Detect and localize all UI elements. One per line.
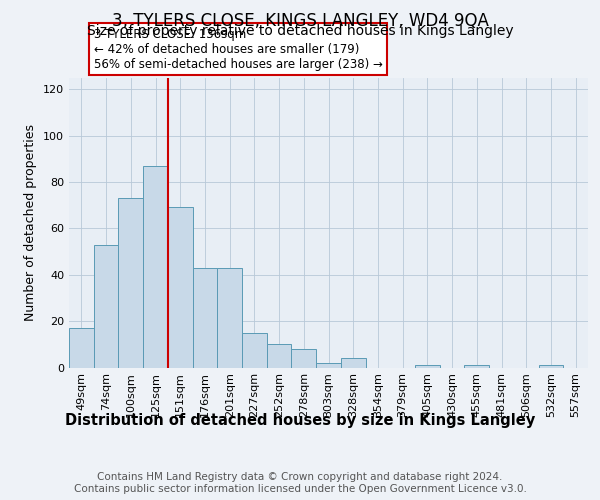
Bar [69,328,94,368]
Bar [341,358,365,368]
Bar [193,268,217,368]
Text: 3, TYLERS CLOSE, KINGS LANGLEY, WD4 9QA: 3, TYLERS CLOSE, KINGS LANGLEY, WD4 9QA [112,12,488,30]
Y-axis label: Number of detached properties: Number of detached properties [25,124,37,321]
Text: Size of property relative to detached houses in Kings Langley: Size of property relative to detached ho… [86,24,514,38]
Bar [168,208,193,368]
Text: Contains HM Land Registry data © Crown copyright and database right 2024.
Contai: Contains HM Land Registry data © Crown c… [74,472,526,494]
Bar [415,365,440,368]
Text: Distribution of detached houses by size in Kings Langley: Distribution of detached houses by size … [65,412,535,428]
Bar [143,166,168,368]
Bar [242,332,267,368]
Bar [267,344,292,368]
Bar [316,363,341,368]
Text: 3 TYLERS CLOSE: 136sqm
← 42% of detached houses are smaller (179)
56% of semi-de: 3 TYLERS CLOSE: 136sqm ← 42% of detached… [94,28,383,70]
Bar [118,198,143,368]
Bar [464,365,489,368]
Bar [292,349,316,368]
Bar [217,268,242,368]
Bar [94,244,118,368]
Bar [539,365,563,368]
